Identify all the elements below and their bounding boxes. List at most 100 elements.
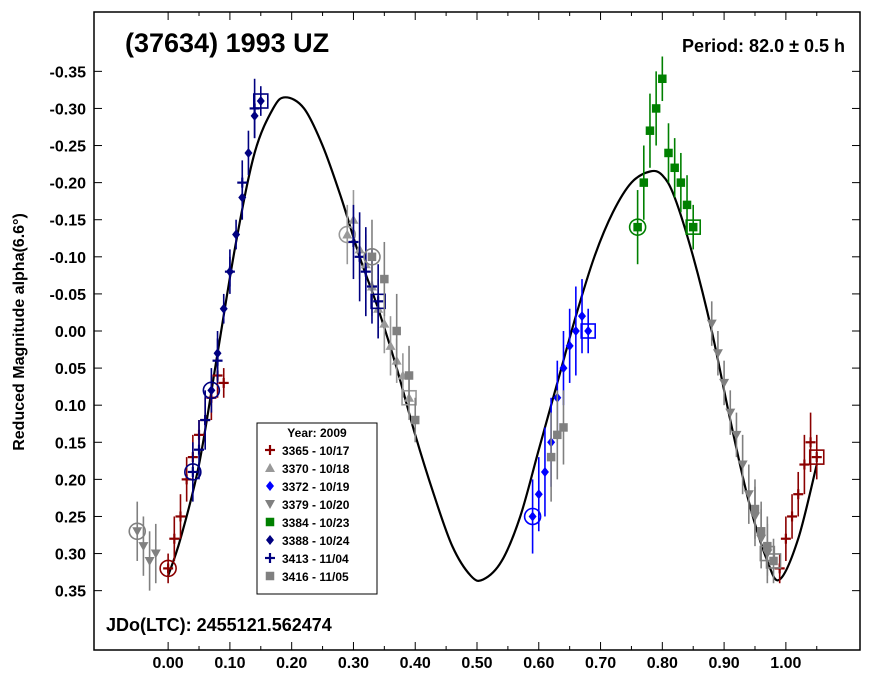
data-point	[719, 378, 730, 388]
data-point	[565, 340, 574, 351]
start-marker	[159, 559, 177, 578]
x-tick-label: 0.60	[523, 655, 554, 672]
series-4	[628, 56, 702, 265]
start-marker	[202, 381, 221, 400]
data-point	[249, 103, 260, 114]
legend-marker	[265, 463, 275, 472]
data-point	[780, 533, 791, 544]
legend-label: 3379 - 10/20	[282, 498, 350, 512]
y-tick-label: 0.35	[55, 584, 86, 601]
legend-title: Year: 2009	[287, 426, 347, 440]
y-axis-ticks: -0.35 -0.30 -0.25 -0.20 -0.15 -0.10 -0.05 0.00 0…	[50, 64, 860, 601]
start-marker	[184, 463, 202, 481]
data-point	[725, 408, 736, 418]
legend: Year: 2009 3365 - 10/17 3370 - 10/18 3372 …	[256, 422, 378, 595]
y-tick-label: 0.30	[55, 547, 86, 564]
y-tick-label: -0.30	[50, 101, 87, 118]
x-tick-label: 0.80	[647, 655, 678, 672]
data-point	[528, 511, 537, 522]
data-point	[712, 349, 723, 359]
end-marker	[580, 323, 596, 339]
data-point	[676, 178, 686, 187]
data-point	[200, 415, 211, 426]
data-point	[256, 96, 265, 107]
y-tick-label: 0.15	[55, 435, 86, 452]
y-tick-label: 0.05	[55, 361, 86, 378]
data-point	[163, 563, 174, 574]
data-point	[664, 148, 673, 158]
legend-label: 3384 - 10/23	[282, 516, 350, 530]
chart-title: (37634) 1993 UZ	[125, 28, 329, 58]
data-point	[218, 377, 229, 388]
plot-frame	[93, 11, 861, 651]
data-point	[342, 229, 353, 239]
data-point	[138, 542, 149, 552]
data-point	[410, 415, 420, 425]
data-point	[244, 147, 253, 158]
data-point	[706, 319, 717, 329]
data-point	[658, 74, 667, 84]
legend-label: 3413 - 11/04	[282, 552, 349, 566]
data-point	[379, 318, 390, 328]
data-point	[380, 274, 389, 284]
legend-entry: 3384 - 10/23	[265, 516, 350, 530]
legend-entry: 3388 - 10/24	[266, 534, 350, 548]
x-tick-label: 0.90	[709, 655, 740, 672]
y-tick-label: 0.10	[55, 398, 86, 415]
data-point	[633, 222, 642, 232]
legend-entry: 3372 - 10/19	[266, 480, 350, 494]
legend-marker	[265, 517, 275, 527]
data-point	[194, 444, 205, 455]
data-point	[360, 266, 371, 277]
y-tick-label: 0.20	[55, 472, 86, 489]
data-point	[367, 252, 377, 262]
x-tick-label: 0.20	[276, 655, 307, 672]
legend-entry: 3379 - 10/20	[265, 498, 350, 512]
data-point	[787, 511, 798, 522]
data-point	[756, 527, 766, 536]
data-series	[128, 56, 825, 591]
series-2	[523, 279, 596, 554]
legend-label: 3365 - 10/17	[282, 444, 350, 458]
legend-marker	[266, 535, 274, 545]
legend-entry: 3365 - 10/17	[265, 444, 350, 458]
end-marker	[765, 553, 782, 569]
epoch-label: JDo(LTC): 2455121.562474	[106, 615, 332, 635]
data-point	[651, 104, 661, 113]
y-tick-label: 0.25	[55, 509, 86, 526]
data-point	[750, 504, 760, 514]
start-marker	[128, 522, 147, 541]
data-point	[688, 222, 698, 232]
x-axis-ticks: 0.00 0.10 0.20 0.30 0.40 0.50 0.60 0.70 0.80 0.90…	[153, 12, 818, 672]
legend-marker	[265, 500, 275, 509]
data-point	[175, 511, 186, 522]
legend-entry: 3416 - 11/05	[265, 570, 349, 584]
legend-label: 3388 - 10/24	[282, 534, 350, 548]
data-point	[534, 489, 543, 500]
data-point	[404, 371, 414, 380]
data-point	[169, 533, 180, 544]
data-point	[578, 311, 587, 322]
data-point	[207, 385, 216, 396]
data-point	[348, 236, 359, 247]
period-label: Period: 82.0 ± 0.5 h	[682, 36, 845, 56]
end-marker	[685, 219, 702, 235]
data-point	[584, 326, 593, 336]
x-tick-label: 0.00	[153, 655, 184, 672]
data-point	[553, 430, 562, 440]
y-tick-label: -0.15	[50, 213, 87, 230]
data-point	[144, 556, 155, 566]
data-point	[237, 177, 248, 188]
data-point	[811, 452, 822, 463]
data-point	[793, 489, 804, 500]
data-point	[743, 490, 754, 500]
y-tick-label: -0.10	[50, 250, 87, 267]
legend-label: 3370 - 10/18	[282, 462, 350, 476]
start-marker	[628, 218, 647, 236]
data-point	[219, 303, 228, 314]
x-tick-label: 0.30	[338, 655, 369, 672]
data-point	[763, 541, 772, 551]
data-point	[385, 340, 396, 350]
y-tick-label: -0.35	[50, 64, 87, 81]
